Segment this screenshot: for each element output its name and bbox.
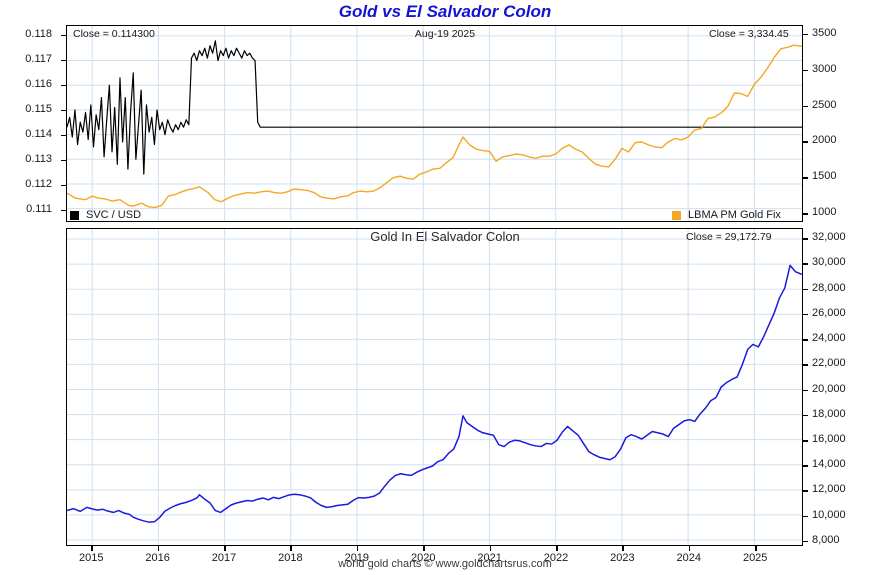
y-axis-tick-mark xyxy=(803,141,808,143)
y-axis-tick-mark xyxy=(61,34,66,37)
y-axis-tick-label: 0.111 xyxy=(26,202,52,215)
y-axis-tick-label: 3500 xyxy=(812,26,837,39)
y-axis-tick-mark xyxy=(803,238,808,240)
y-axis-tick-label: 8,000 xyxy=(812,533,840,546)
y-axis-tick-mark xyxy=(803,490,808,492)
y-axis-tick-mark xyxy=(61,109,66,112)
y-axis-tick-mark xyxy=(61,159,66,162)
y-axis-tick-mark xyxy=(61,59,66,62)
y-axis-tick-label: 30,000 xyxy=(812,256,846,269)
svc-usd-swatch-icon xyxy=(70,210,79,220)
y-axis-tick-label: 0.118 xyxy=(25,27,52,40)
y-axis-tick-mark xyxy=(61,134,66,137)
legend-label-svc-usd: SVC / USD xyxy=(86,209,142,221)
x-axis-tick-label: 2023 xyxy=(610,552,635,564)
y-axis-tick-mark xyxy=(803,105,808,108)
y-axis-tick-mark xyxy=(803,339,808,341)
x-axis-tick-label: 2021 xyxy=(477,552,502,564)
y-axis-tick-mark xyxy=(61,209,66,212)
x-axis-tick-mark xyxy=(755,546,757,551)
y-axis-tick-mark xyxy=(803,515,808,518)
x-axis-tick-mark xyxy=(224,546,226,551)
bottom-chart-subtitle: Gold In El Salvador Colon xyxy=(370,229,520,244)
footer-credit: world gold charts © www.goldchartsrus.co… xyxy=(338,558,552,570)
y-axis-tick-mark xyxy=(803,440,808,442)
y-axis-tick-label: 1500 xyxy=(812,170,837,183)
x-axis-tick-label: 2020 xyxy=(410,552,436,564)
top-close-left-label: Close = 0.114300 xyxy=(73,28,155,40)
legend-item-svc-usd: SVC / USD xyxy=(70,209,141,221)
x-axis-tick-label: 2015 xyxy=(78,552,104,564)
y-axis-tick-label: 0.113 xyxy=(25,152,52,165)
y-axis-tick-mark xyxy=(803,389,808,392)
x-axis-tick-mark xyxy=(91,546,93,551)
y-axis-tick-mark xyxy=(803,69,808,72)
x-axis-tick-label: 2017 xyxy=(211,552,237,564)
bottom-chart-panel xyxy=(66,228,803,546)
y-axis-tick-label: 28,000 xyxy=(812,281,846,294)
x-axis-tick-mark xyxy=(556,546,558,551)
x-axis-tick-label: 2019 xyxy=(344,552,370,564)
page-title: Gold vs El Salvador Colon xyxy=(338,2,552,21)
y-axis-tick-label: 18,000 xyxy=(812,407,846,420)
y-axis-tick-mark xyxy=(803,364,808,366)
x-axis-tick-mark xyxy=(356,546,359,551)
y-axis-tick-label: 12,000 xyxy=(812,483,846,496)
y-axis-tick-mark xyxy=(803,414,808,417)
x-axis-tick-mark xyxy=(290,546,292,551)
y-axis-tick-label: 24,000 xyxy=(812,332,846,345)
y-axis-tick-label: 0.117 xyxy=(25,52,52,65)
y-axis-tick-mark xyxy=(803,465,808,467)
x-axis-tick-mark xyxy=(489,546,492,551)
top-chart-plot-area xyxy=(67,26,802,221)
x-axis-tick-label: 2018 xyxy=(278,552,303,564)
y-axis-tick-label: 10,000 xyxy=(812,508,846,521)
top-chart-panel xyxy=(66,25,803,222)
y-axis-tick-label: 20,000 xyxy=(812,382,846,395)
y-axis-tick-label: 16,000 xyxy=(812,433,846,445)
y-axis-tick-mark xyxy=(803,540,808,543)
y-axis-tick-mark xyxy=(803,177,808,179)
x-axis-tick-mark xyxy=(423,546,425,551)
bottom-chart-plot-area xyxy=(67,229,802,545)
y-axis-tick-label: 3000 xyxy=(812,62,837,75)
x-axis-tick-label: 2016 xyxy=(145,552,170,564)
x-axis-tick-mark xyxy=(622,546,624,551)
x-axis-tick-mark xyxy=(688,546,691,551)
bottom-close-label: Close = 29,172.79 xyxy=(686,231,772,243)
y-axis-tick-label: 0.116 xyxy=(25,77,52,90)
y-axis-tick-mark xyxy=(803,33,808,36)
y-axis-tick-label: 1000 xyxy=(812,206,837,219)
y-axis-tick-label: 0.112 xyxy=(25,177,52,190)
y-axis-tick-label: 14,000 xyxy=(812,458,846,471)
y-axis-tick-mark xyxy=(61,84,66,87)
lbma-gold-fix-swatch-icon xyxy=(672,210,681,220)
y-axis-tick-mark xyxy=(61,184,66,187)
y-axis-tick-label: 0.114 xyxy=(25,127,52,140)
x-axis-tick-label: 2025 xyxy=(742,552,768,564)
y-axis-tick-mark xyxy=(803,288,808,291)
x-axis-tick-label: 2024 xyxy=(676,552,702,564)
y-axis-tick-label: 2500 xyxy=(812,98,837,111)
y-axis-tick-mark xyxy=(803,263,808,265)
y-axis-tick-label: 32,000 xyxy=(812,231,846,244)
top-close-right-label: Close = 3,334.45 xyxy=(709,28,789,40)
y-axis-tick-mark xyxy=(803,313,808,316)
top-date-label: Aug-19 2025 xyxy=(414,28,476,40)
y-axis-tick-mark xyxy=(803,213,808,215)
legend-label-lbma-pm-gold-fix: LBMA PM Gold Fix xyxy=(688,209,781,221)
y-axis-tick-label: 0.115 xyxy=(25,102,52,115)
y-axis-tick-label: 22,000 xyxy=(812,357,846,370)
legend-item-lbma-pm-gold-fix: LBMA PM Gold Fix xyxy=(672,209,781,221)
x-axis-tick-label: 2022 xyxy=(543,552,569,564)
y-axis-tick-label: 26,000 xyxy=(812,306,846,319)
y-axis-tick-label: 2000 xyxy=(812,134,837,147)
x-axis-tick-mark xyxy=(157,546,160,551)
